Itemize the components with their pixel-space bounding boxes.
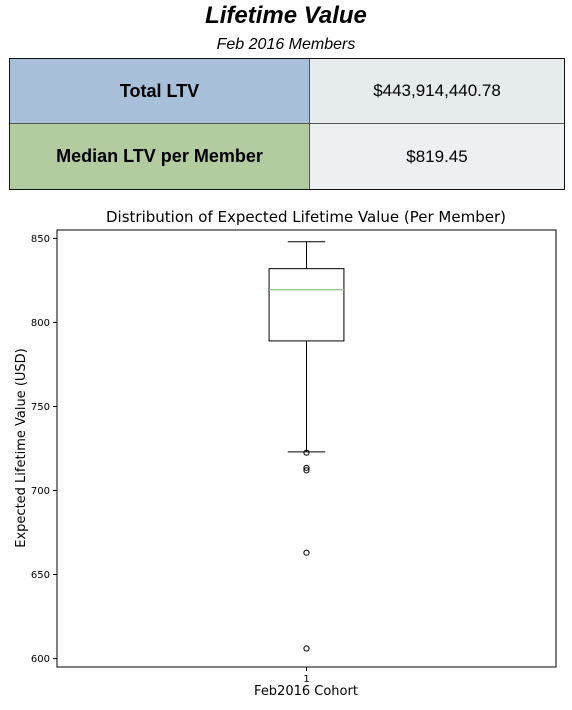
page-title: Lifetime Value — [205, 2, 367, 29]
kpi-table: Total LTV $443,914,440.78 Median LTV per… — [9, 58, 565, 190]
outlier-point — [303, 449, 310, 456]
outlier-point — [303, 464, 310, 471]
kpi-total-ltv-label: Total LTV — [119, 80, 200, 101]
x-tick-label: 1 — [303, 674, 309, 685]
x-axis-label: Feb2016 Cohort — [254, 684, 358, 699]
kpi-median-ltv-label-cell: Median LTV per Member — [10, 124, 310, 189]
kpi-median-ltv-value-cell: $819.45 — [310, 124, 564, 189]
page-subtitle: Feb 2016 Members — [216, 36, 356, 53]
y-axis-label: Expected Lifetime Value (USD) — [14, 348, 29, 547]
x-axis-ticks: 1 — [303, 667, 310, 685]
kpi-total-ltv-value: $443,914,440.78 — [373, 81, 501, 100]
chart-title: Distribution of Expected Lifetime Value … — [106, 208, 506, 226]
ltv-box-plot: Distribution of Expected Lifetime Value … — [14, 208, 557, 699]
y-tick-label: 700 — [31, 486, 50, 497]
outlier-point — [303, 645, 310, 652]
outlier-point — [303, 467, 310, 474]
y-tick-label: 600 — [31, 654, 50, 665]
y-tick-label: 850 — [31, 234, 50, 245]
y-tick-label: 800 — [31, 318, 50, 329]
kpi-total-ltv-value-cell: $443,914,440.78 — [310, 59, 564, 124]
outlier-point — [303, 549, 310, 556]
iqr-box — [268, 268, 345, 342]
y-tick-label: 650 — [31, 570, 50, 581]
box-layer — [268, 241, 345, 652]
y-axis-ticks: 600 650 700 750 800 850 — [31, 234, 57, 665]
kpi-median-ltv-label: Median LTV per Member — [56, 146, 263, 166]
y-tick-label: 750 — [31, 402, 50, 413]
kpi-median-ltv-value: $819.45 — [406, 146, 468, 166]
kpi-total-ltv-label-cell: Total LTV — [10, 59, 310, 124]
